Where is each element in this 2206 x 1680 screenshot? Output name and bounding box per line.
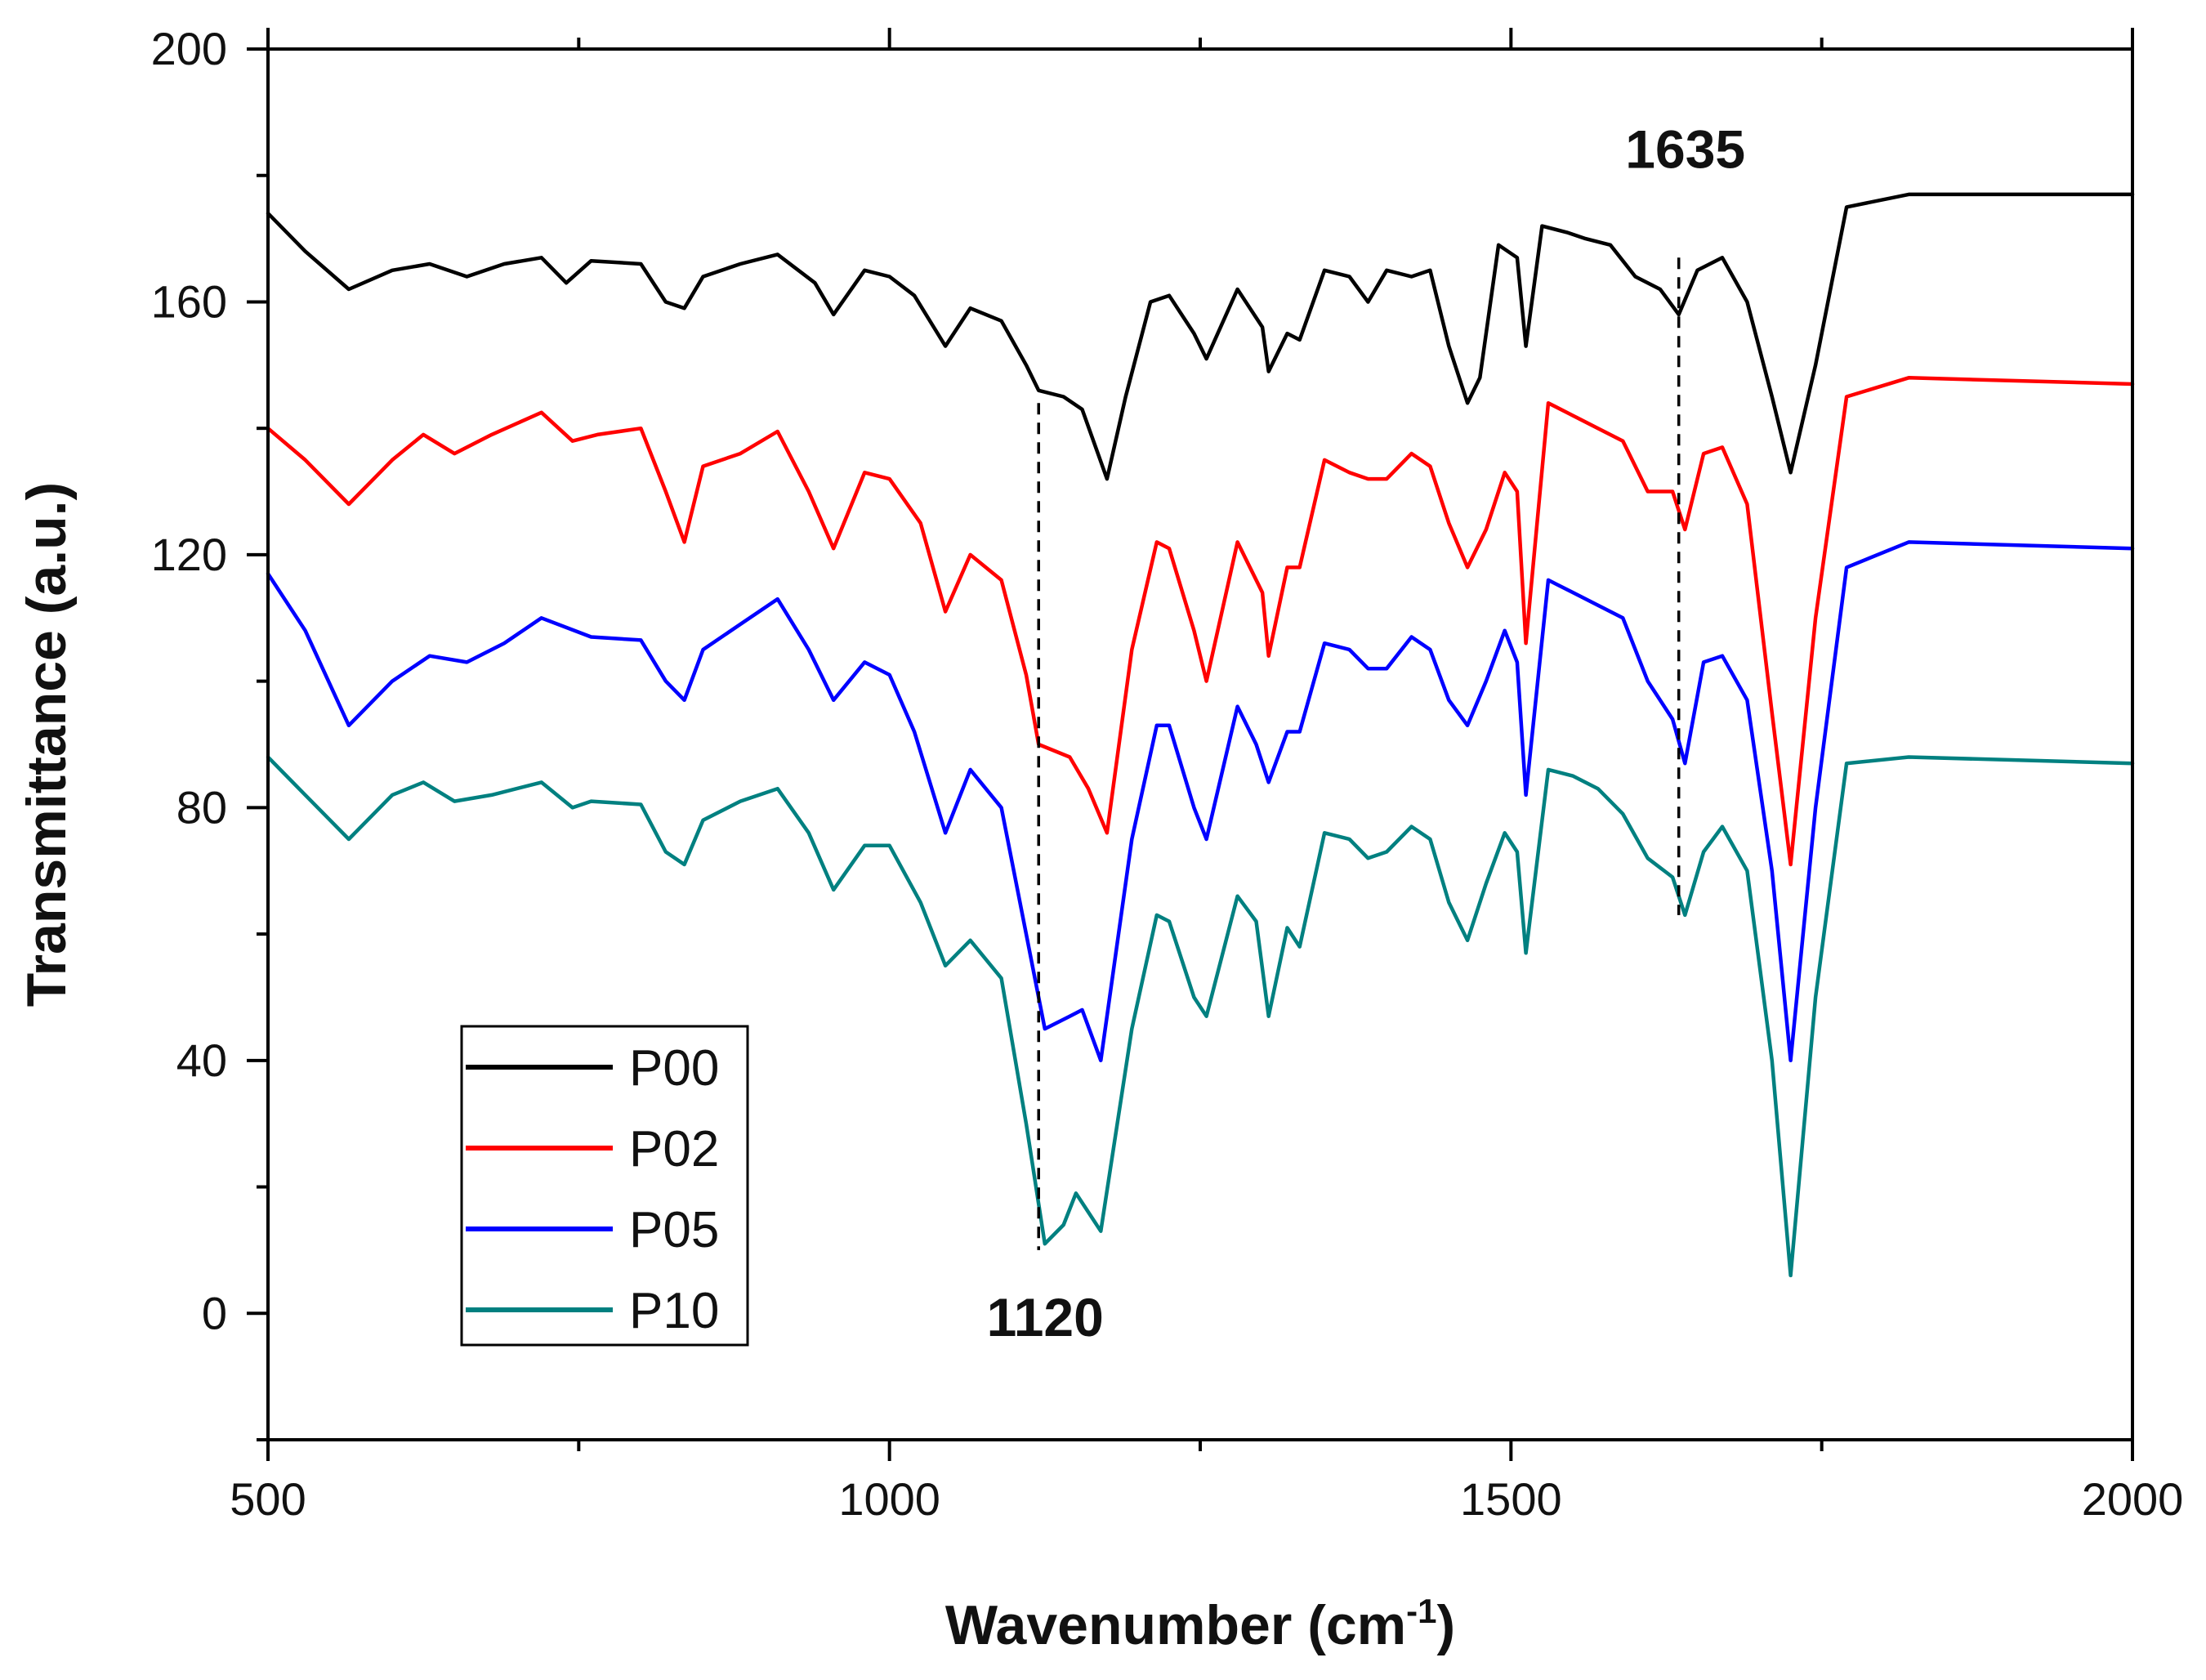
- x-axis-title-main: Wavenumber (cm: [945, 1594, 1406, 1656]
- legend: P00 P02 P05 P10: [460, 1025, 749, 1347]
- x-axis-title-superscript: -1: [1406, 1592, 1436, 1630]
- y-tick-label: 80: [176, 781, 227, 833]
- x-axis-title-end: ): [1437, 1594, 1456, 1656]
- annotation-label-1120: 1120: [987, 1287, 1104, 1347]
- x-tick-label: 1500: [1460, 1473, 1562, 1525]
- legend-label-p00: P00: [629, 1040, 719, 1097]
- legend-label-p10: P10: [629, 1283, 719, 1339]
- x-tick-label: 2000: [2082, 1473, 2184, 1525]
- y-axis-title: Transmittance (a.u.): [16, 482, 78, 1007]
- x-axis-title: Wavenumber (cm-1): [945, 1592, 1455, 1656]
- y-tick-label: 40: [176, 1034, 227, 1086]
- y-tick-label: 120: [151, 529, 227, 580]
- series-line-p05: [266, 540, 2135, 1063]
- y-tick-label: 160: [151, 275, 227, 327]
- y-tick-label: 200: [151, 23, 227, 74]
- series-layer: [266, 192, 2135, 1278]
- tick-label-layer: 500 1000 1500 2000 0 40 80 120 160 200: [151, 23, 2184, 1525]
- x-tick-label: 500: [230, 1473, 306, 1525]
- annotation-label-1635: 1635: [1625, 118, 1745, 179]
- annotation-layer: 1120 1635: [987, 118, 1745, 1347]
- x-tick-label: 1000: [838, 1473, 940, 1525]
- legend-label-p02: P02: [629, 1121, 719, 1177]
- series-line-p10: [266, 755, 2135, 1278]
- y-tick-label: 0: [202, 1287, 227, 1338]
- ticks-layer: [247, 28, 2134, 1461]
- series-line-p00: [266, 192, 2135, 481]
- series-line-p02: [266, 376, 2135, 867]
- legend-label-p05: P05: [629, 1202, 719, 1258]
- legend-box: [460, 1025, 749, 1347]
